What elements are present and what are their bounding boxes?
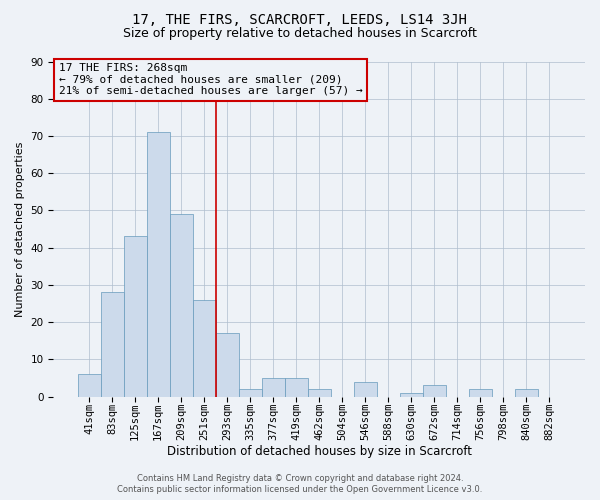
Bar [515, 389, 538, 396]
Bar [262, 378, 284, 396]
Bar [400, 393, 423, 396]
Text: Size of property relative to detached houses in Scarcroft: Size of property relative to detached ho… [123, 28, 477, 40]
Bar [469, 389, 492, 396]
Text: 17 THE FIRS: 268sqm
← 79% of detached houses are smaller (209)
21% of semi-detac: 17 THE FIRS: 268sqm ← 79% of detached ho… [59, 63, 362, 96]
Bar [423, 386, 446, 396]
Bar [239, 389, 262, 396]
X-axis label: Distribution of detached houses by size in Scarcroft: Distribution of detached houses by size … [167, 444, 472, 458]
Bar [170, 214, 193, 396]
Bar [354, 382, 377, 396]
Bar [284, 378, 308, 396]
Bar [215, 334, 239, 396]
Bar [146, 132, 170, 396]
Text: 17, THE FIRS, SCARCROFT, LEEDS, LS14 3JH: 17, THE FIRS, SCARCROFT, LEEDS, LS14 3JH [133, 12, 467, 26]
Bar [77, 374, 101, 396]
Bar [124, 236, 146, 396]
Text: Contains HM Land Registry data © Crown copyright and database right 2024.
Contai: Contains HM Land Registry data © Crown c… [118, 474, 482, 494]
Bar [101, 292, 124, 397]
Y-axis label: Number of detached properties: Number of detached properties [15, 142, 25, 316]
Bar [193, 300, 215, 396]
Bar [308, 389, 331, 396]
